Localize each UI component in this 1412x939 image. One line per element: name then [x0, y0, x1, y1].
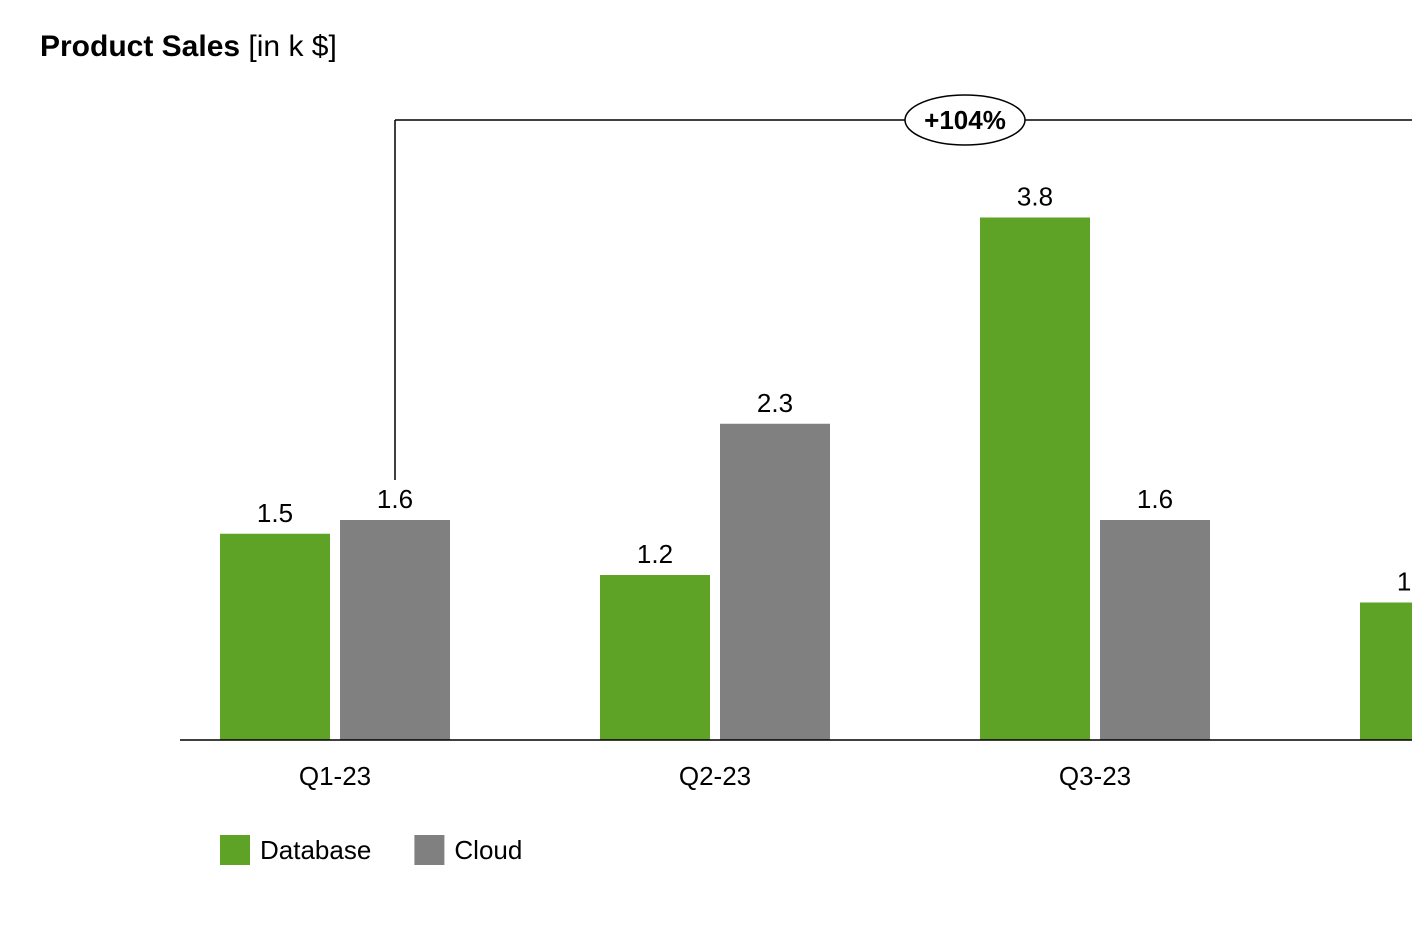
callout-label: +104% — [924, 105, 1006, 135]
legend-label-cloud: Cloud — [454, 835, 522, 865]
bar-database-q4-23 — [1360, 603, 1412, 741]
value-label: 2.3 — [757, 388, 793, 418]
value-label: 1.0 — [1397, 567, 1412, 597]
bar-cloud-q3-23 — [1100, 520, 1210, 740]
x-axis-label: Q3-23 — [1059, 761, 1131, 791]
bar-database-q2-23 — [600, 575, 710, 740]
value-label: 3.8 — [1017, 182, 1053, 212]
legend-swatch-database — [220, 835, 250, 865]
chart-title: Product Sales [in k $] — [40, 30, 337, 64]
bar-cloud-q2-23 — [720, 424, 830, 740]
x-axis-label: Q2-23 — [679, 761, 751, 791]
value-label: 1.6 — [1137, 484, 1173, 514]
legend-label-database: Database — [260, 835, 371, 865]
bar-cloud-q1-23 — [340, 520, 450, 740]
value-label: 1.2 — [637, 539, 673, 569]
chart-title-main: Product Sales — [40, 30, 240, 63]
value-label: 1.5 — [257, 498, 293, 528]
value-label: 1.6 — [377, 484, 413, 514]
bar-database-q3-23 — [980, 218, 1090, 741]
chart-page: Product Sales [in k $] 1.51.6Q1-231.22.3… — [0, 0, 1412, 939]
chart-title-unit: [in k $] — [248, 30, 336, 63]
bar-database-q1-23 — [220, 534, 330, 740]
legend-swatch-cloud — [414, 835, 444, 865]
x-axis-label: Q1-23 — [299, 761, 371, 791]
product-sales-chart: 1.51.6Q1-231.22.3Q2-233.81.6Q3-231.03.3Q… — [0, 0, 1412, 939]
